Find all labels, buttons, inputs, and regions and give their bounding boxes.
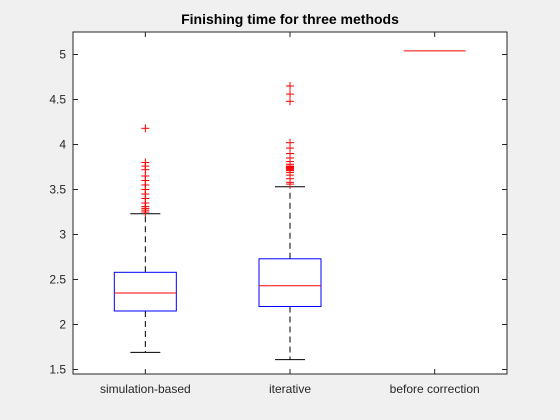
outlier-point bbox=[286, 82, 294, 90]
iqr-box bbox=[113, 271, 177, 312]
chart-title: Finishing time for three methods bbox=[181, 11, 399, 27]
x-tick-label: iterative bbox=[269, 382, 311, 396]
outlier-point bbox=[286, 138, 294, 147]
y-tick-label: 3 bbox=[59, 228, 66, 242]
boxes-layer bbox=[113, 50, 466, 361]
y-tick-label: 2.5 bbox=[49, 273, 66, 287]
y-tick-label: 1.5 bbox=[49, 363, 66, 377]
y-tick-label: 4 bbox=[59, 138, 66, 152]
y-tick-label: 4.5 bbox=[49, 93, 66, 107]
y-tick-label: 2 bbox=[59, 318, 66, 332]
box-group-2 bbox=[258, 82, 322, 361]
x-tick-label: simulation-based bbox=[100, 382, 191, 396]
axes-layer: 1.5 2 2.5 3 3.5 4 4.5 5 simulation-based iterativ… bbox=[49, 31, 508, 396]
x-tick-label: before correction bbox=[390, 382, 480, 396]
y-tick-label: 5 bbox=[59, 48, 66, 62]
outlier-point bbox=[141, 158, 150, 167]
outlier-point bbox=[286, 90, 294, 99]
iqr-box bbox=[258, 258, 322, 307]
box-group-1 bbox=[113, 124, 177, 353]
outlier-point bbox=[286, 97, 294, 106]
outlier-point bbox=[141, 124, 150, 133]
y-tick-label: 3.5 bbox=[49, 183, 66, 197]
